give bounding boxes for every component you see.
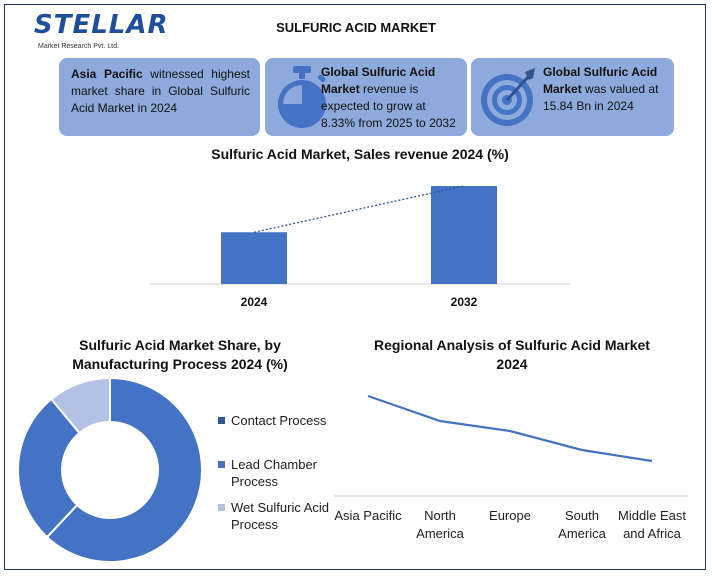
x-tick-label: 2024 [241, 295, 268, 309]
brand-name: STELLAR [34, 10, 169, 40]
pie-slice-2 [49, 376, 111, 435]
x-tick-label: Middle East and Africa [618, 508, 686, 541]
pie-slice-0 [45, 376, 203, 563]
x-tick-label: Europe [489, 508, 531, 523]
bar-2024 [221, 232, 287, 284]
stopwatch-icon [278, 66, 326, 128]
card-value-text: was valued at 15.84 Bn in 2024 [543, 82, 659, 113]
target-icon [481, 68, 535, 126]
legend-label: Contact Process [231, 413, 327, 428]
pie-chart [17, 376, 203, 563]
x-tick-label: Asia Pacific [334, 508, 402, 523]
bar-chart-title: Sulfuric Acid Market, Sales revenue 2024… [211, 146, 509, 162]
legend-swatch [218, 504, 225, 511]
legend-swatch [218, 461, 225, 468]
card-growth-text-block: Global Sulfuric Acid Market revenue is e… [321, 64, 459, 132]
card-growth-bold: Global Sulfuric Acid Market [321, 65, 436, 96]
card-region: Asia Pacific witnessed highest market sh… [59, 58, 260, 136]
pie-chart-title: Sulfuric Acid Market Share, by Manufactu… [72, 337, 288, 372]
legend-label: Wet Sulfuric Acid Process [231, 500, 330, 532]
legend-label: Lead Chamber Process [231, 457, 317, 489]
brand-logo: STELLAR Market Research Pvt. Ltd. [34, 10, 168, 58]
card-value-text-block: Global Sulfuric Acid Market was valued a… [543, 64, 666, 115]
x-tick-label: 2032 [451, 295, 478, 309]
card-value-bold: Global Sulfuric Acid Market [543, 65, 658, 96]
x-tick-label: North America [416, 508, 464, 541]
series-line [367, 394, 653, 463]
bar-2032 [431, 186, 497, 284]
line-chart-title: Regional Analysis of Sulfuric Acid Marke… [374, 337, 650, 372]
page-title: SULFURIC ACID MARKET [276, 20, 436, 35]
card-region-text: witnessed highest market share in Global… [71, 67, 250, 115]
card-growth: Global Sulfuric Acid Market revenue is e… [265, 58, 467, 136]
legend-swatch [218, 417, 225, 424]
brand-subtitle: Market Research Pvt. Ltd. [38, 43, 119, 50]
card-growth-text: revenue is expected to grow at 8.33% fro… [321, 82, 456, 130]
card-region-bold: Asia Pacific [71, 67, 143, 81]
x-tick-label: South America [558, 508, 606, 541]
pie-slice-1 [17, 397, 81, 539]
bar-chart: 2024 2032 [150, 185, 570, 309]
line-chart: Asia Pacific North America Europe South Ameri… [334, 394, 688, 541]
card-value: Global Sulfuric Acid Market was valued a… [471, 58, 674, 136]
